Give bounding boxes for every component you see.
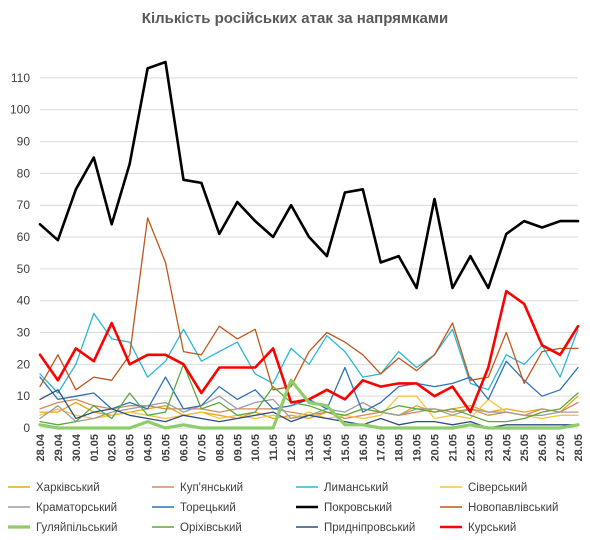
x-axis: 28.04 29.04 30.04 01.05 02.05 03.05 04.05 05.05…: [35, 433, 585, 461]
y-tick-label: 60: [17, 230, 31, 244]
legend-item[interactable]: Краматорський: [8, 502, 117, 514]
x-tick-label: 17.05: [376, 434, 388, 462]
x-tick-label: 14.05: [322, 434, 334, 462]
y-tick-label: 40: [17, 294, 31, 308]
x-tick-label: 20.05: [430, 434, 442, 462]
x-tick-label: 04.05: [143, 434, 155, 462]
x-tick-label: 28.04: [35, 433, 47, 461]
x-tick-label: 24.05: [501, 434, 513, 462]
x-tick-label: 30.04: [71, 433, 83, 461]
legend-item[interactable]: Оріхівський: [152, 522, 242, 534]
y-tick-label: 0: [23, 421, 30, 435]
legend-label: Куп'янський: [180, 482, 243, 494]
series-line-11: [38, 289, 580, 414]
legend-item[interactable]: Покровський: [296, 502, 392, 514]
x-tick-label: 02.05: [107, 434, 119, 462]
y-tick-label: 100: [10, 103, 30, 117]
y-tick-label: 70: [17, 198, 31, 212]
x-tick-label: 05.05: [161, 434, 173, 462]
series-line-6: [38, 60, 580, 290]
legend-label: Сіверський: [468, 482, 527, 494]
legend-label: Краматорський: [36, 502, 117, 514]
y-tick-label: 80: [17, 166, 31, 180]
x-tick-label: 29.04: [53, 433, 65, 461]
x-tick-label: 03.05: [125, 434, 137, 462]
x-tick-label: 09.05: [232, 434, 244, 462]
legend[interactable]: Харківський Куп'янський Лиманський Сіверськ…: [8, 482, 558, 534]
x-tick-label: 27.05: [555, 434, 567, 462]
legend-label: Покровський: [324, 502, 392, 514]
legend-label: Торецький: [180, 502, 236, 514]
x-tick-label: 21.05: [447, 434, 459, 462]
x-tick-label: 13.05: [304, 434, 316, 462]
y-tick-label: 110: [11, 71, 30, 85]
x-tick-label: 12.05: [286, 434, 298, 462]
series-line-8: [38, 378, 580, 430]
legend-label: Придніпровський: [324, 522, 415, 534]
grid: [40, 77, 578, 429]
x-tick-label: 18.05: [394, 434, 406, 462]
x-tick-label: 11.05: [268, 434, 280, 461]
series-line-10: [39, 389, 579, 429]
legend-item[interactable]: Торецький: [152, 502, 236, 514]
legend-item[interactable]: Курський: [440, 522, 516, 534]
legend-label: Новопавлівський: [468, 502, 558, 514]
y-tick-label: 20: [17, 357, 31, 371]
x-tick-label: 25.05: [519, 434, 531, 462]
legend-item[interactable]: Лиманський: [296, 482, 388, 494]
legend-item[interactable]: Новопавлівський: [440, 502, 558, 514]
x-tick-label: 26.05: [537, 434, 549, 462]
x-tick-label: 28.05: [573, 434, 585, 462]
x-tick-label: 15.05: [340, 434, 352, 462]
legend-label: Харківський: [36, 482, 100, 494]
series-line-7: [39, 217, 579, 391]
y-tick-label: 30: [17, 326, 31, 340]
chart-title: Кількість російських атак за напрямками: [141, 10, 449, 27]
x-tick-label: 08.05: [214, 434, 226, 462]
series-line-2: [39, 312, 579, 394]
series-group: [38, 60, 580, 430]
x-tick-label: 16.05: [358, 434, 370, 462]
y-tick-label: 50: [17, 262, 31, 276]
x-tick-label: 19.05: [412, 434, 424, 462]
legend-item[interactable]: Придніпровський: [296, 522, 415, 534]
y-tick-label: 90: [17, 135, 31, 149]
x-tick-label: 07.05: [196, 434, 208, 462]
y-tick-label: 10: [17, 389, 31, 403]
x-tick-label: 23.05: [483, 434, 495, 462]
legend-label: Курський: [468, 522, 516, 534]
y-axis: 0 10 20 30 40 50 60 70 80 90 100 110: [10, 71, 30, 435]
legend-item[interactable]: Сіверський: [440, 482, 527, 494]
series-line-5: [39, 360, 579, 413]
x-tick-label: 01.05: [89, 434, 101, 462]
x-tick-label: 06.05: [178, 434, 190, 462]
legend-item[interactable]: Харківський: [8, 482, 100, 494]
legend-label: Гуляйпільський: [36, 522, 117, 534]
x-tick-label: 22.05: [465, 434, 477, 462]
legend-label: Оріхівський: [180, 522, 242, 534]
series-line-9: [39, 363, 579, 426]
x-tick-label: 10.05: [250, 434, 262, 462]
legend-label: Лиманський: [324, 482, 388, 494]
legend-item[interactable]: Гуляйпільський: [8, 522, 117, 534]
legend-item[interactable]: Куп'янський: [152, 482, 243, 494]
